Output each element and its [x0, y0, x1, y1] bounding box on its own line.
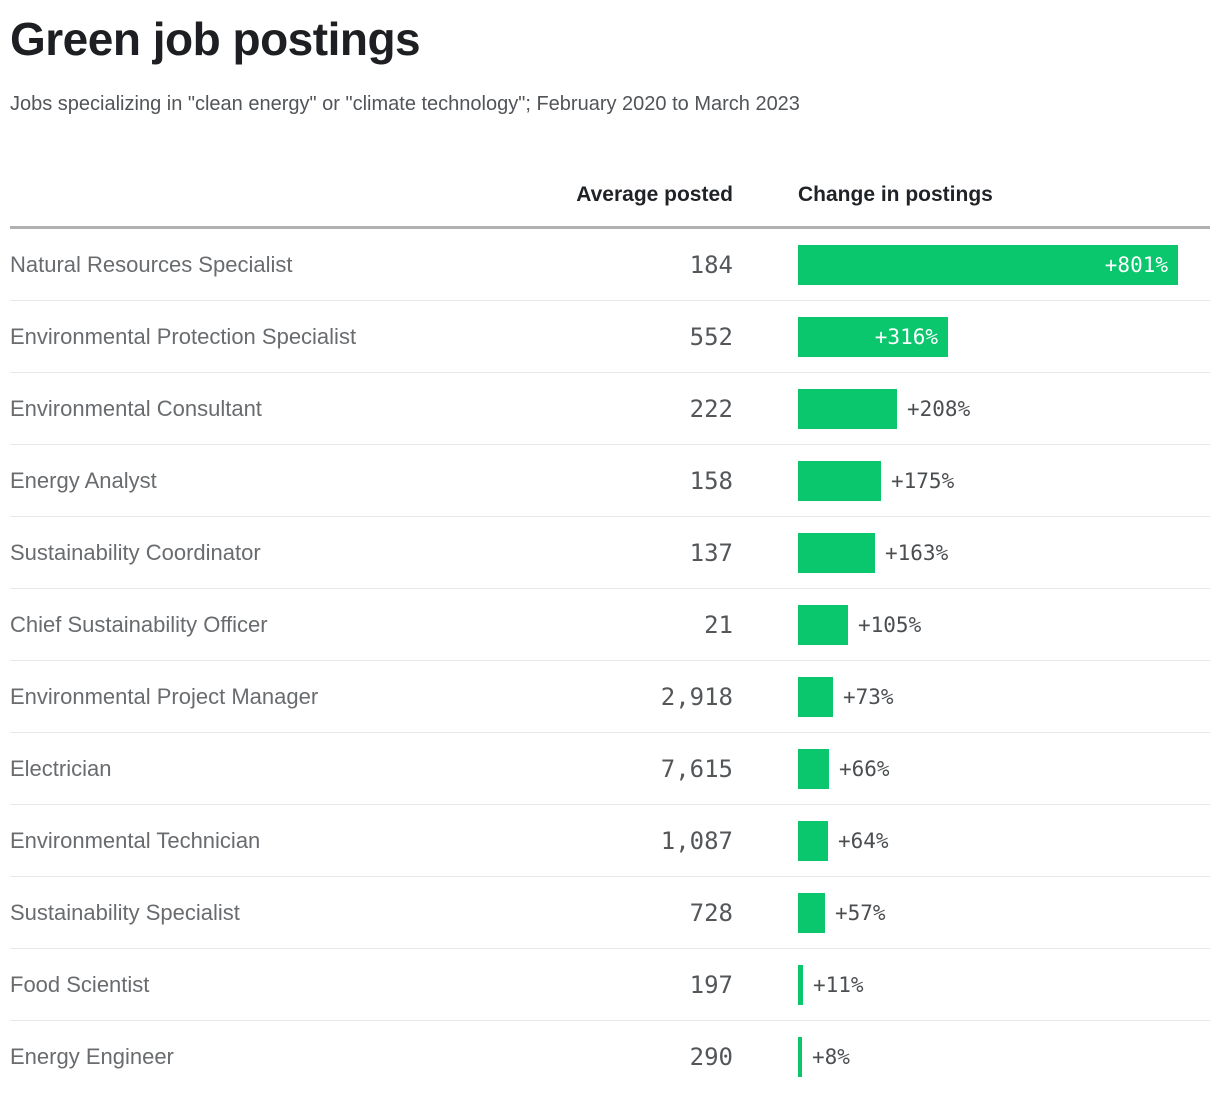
change-bar [798, 604, 848, 645]
table-row: Electrician 7,615 +66% [10, 733, 1210, 806]
change-percent-label-inside: +801% [1104, 252, 1168, 277]
change-percent-label-outside: +57% [835, 900, 886, 925]
change-bar: +801% [798, 244, 1178, 285]
change-bar [798, 892, 825, 933]
change-bar-cell: +105% [798, 589, 1210, 660]
change-bar [798, 964, 803, 1005]
average-posted-value: 2,918 [660, 682, 733, 711]
average-posted-value: 7,615 [660, 754, 733, 783]
average-posted-value: 197 [689, 970, 733, 999]
change-bar-cell: +57% [798, 877, 1210, 948]
change-bar [798, 820, 828, 861]
job-title-label: Environmental Protection Specialist [10, 323, 357, 349]
change-bar-cell: +208% [798, 373, 1210, 444]
change-bar-cell: +73% [798, 661, 1210, 732]
change-percent-label-inside: +316% [874, 324, 938, 349]
job-title-label: Food Scientist [10, 971, 150, 997]
table-row: Environmental Consultant 222 +208% [10, 373, 1210, 446]
change-bar-cell: +11% [798, 949, 1210, 1020]
change-percent-label-outside: +105% [858, 612, 922, 637]
change-percent-label-outside: +8% [812, 1044, 850, 1069]
column-header-change-in-postings: Change in postings [798, 183, 993, 207]
change-bar [798, 532, 875, 573]
column-header-average-posted: Average posted [576, 183, 733, 207]
average-posted-value: 158 [689, 466, 733, 495]
average-posted-value: 552 [689, 322, 733, 351]
chart-subtitle: Jobs specializing in "clean energy" or "… [10, 93, 800, 116]
change-bar-cell: +801% [798, 229, 1210, 300]
change-bar: +316% [798, 316, 948, 357]
job-title-label: Electrician [10, 755, 112, 781]
job-title-label: Natural Resources Specialist [10, 251, 293, 277]
table-row: Energy Analyst 158 +175% [10, 445, 1210, 518]
job-title-label: Energy Analyst [10, 467, 157, 493]
table-row: Energy Engineer 290 +8% [10, 1021, 1210, 1092]
average-posted-value: 222 [689, 394, 733, 423]
change-percent-label-outside: +208% [907, 396, 971, 421]
average-posted-value: 290 [689, 1042, 733, 1071]
change-bar-cell: +175% [798, 445, 1210, 516]
change-percent-label-outside: +175% [891, 468, 955, 493]
job-title-label: Chief Sustainability Officer [10, 611, 268, 637]
change-bar-cell: +316% [798, 301, 1210, 372]
change-bar [798, 676, 833, 717]
change-bar [798, 1036, 802, 1077]
bar-chart-rows: Natural Resources Specialist 184 +801% E… [10, 229, 1210, 1092]
change-percent-label-outside: +73% [843, 684, 894, 709]
table-row: Natural Resources Specialist 184 +801% [10, 229, 1210, 302]
change-percent-label-outside: +66% [839, 756, 890, 781]
table-row: Sustainability Coordinator 137 +163% [10, 517, 1210, 590]
header-divider [10, 226, 1210, 230]
table-row: Chief Sustainability Officer 21 +105% [10, 589, 1210, 662]
table-header: Average posted Change in postings [10, 179, 1210, 207]
average-posted-value: 728 [689, 898, 733, 927]
table-row: Environmental Project Manager 2,918 +73% [10, 661, 1210, 734]
job-title-label: Environmental Technician [10, 827, 261, 853]
change-percent-label-outside: +11% [813, 972, 864, 997]
average-posted-value: 184 [689, 250, 733, 279]
table-row: Food Scientist 197 +11% [10, 949, 1210, 1022]
change-bar-cell: +8% [798, 1021, 1210, 1092]
job-title-label: Sustainability Coordinator [10, 539, 261, 565]
average-posted-value: 137 [689, 538, 733, 567]
average-posted-value: 1,087 [660, 826, 733, 855]
table-row: Environmental Technician 1,087 +64% [10, 805, 1210, 878]
change-bar-cell: +64% [798, 805, 1210, 876]
average-posted-value: 21 [704, 610, 733, 639]
change-percent-label-outside: +163% [885, 540, 949, 565]
table-row: Environmental Protection Specialist 552 … [10, 301, 1210, 374]
change-bar [798, 388, 897, 429]
job-title-label: Energy Engineer [10, 1043, 174, 1069]
job-title-label: Environmental Consultant [10, 395, 262, 421]
change-bar [798, 460, 881, 501]
chart-container: Green job postings Jobs specializing in … [0, 12, 1220, 1092]
table-row: Sustainability Specialist 728 +57% [10, 877, 1210, 950]
change-percent-label-outside: +64% [838, 828, 889, 853]
page-title: Green job postings [10, 13, 421, 65]
job-title-label: Sustainability Specialist [10, 899, 240, 925]
change-bar-cell: +66% [798, 733, 1210, 804]
job-title-label: Environmental Project Manager [10, 683, 319, 709]
change-bar-cell: +163% [798, 517, 1210, 588]
change-bar [798, 748, 829, 789]
